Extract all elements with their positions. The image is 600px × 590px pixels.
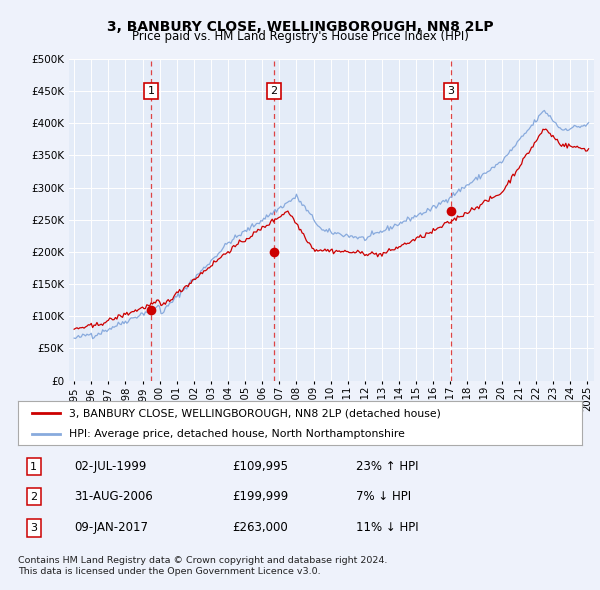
- Text: Price paid vs. HM Land Registry's House Price Index (HPI): Price paid vs. HM Land Registry's House …: [131, 30, 469, 43]
- Text: 31-AUG-2006: 31-AUG-2006: [74, 490, 153, 503]
- Text: 3, BANBURY CLOSE, WELLINGBOROUGH, NN8 2LP: 3, BANBURY CLOSE, WELLINGBOROUGH, NN8 2L…: [107, 19, 493, 34]
- Text: Contains HM Land Registry data © Crown copyright and database right 2024.: Contains HM Land Registry data © Crown c…: [18, 556, 388, 565]
- Text: 2: 2: [30, 492, 37, 502]
- Text: 1: 1: [30, 462, 37, 471]
- Text: 23% ↑ HPI: 23% ↑ HPI: [356, 460, 419, 473]
- Text: HPI: Average price, detached house, North Northamptonshire: HPI: Average price, detached house, Nort…: [69, 428, 404, 438]
- Text: 2: 2: [270, 86, 277, 96]
- Text: 7% ↓ HPI: 7% ↓ HPI: [356, 490, 412, 503]
- Text: £263,000: £263,000: [232, 522, 288, 535]
- Text: 1: 1: [148, 86, 155, 96]
- Text: £109,995: £109,995: [232, 460, 289, 473]
- Text: This data is licensed under the Open Government Licence v3.0.: This data is licensed under the Open Gov…: [18, 566, 320, 576]
- Text: 3: 3: [30, 523, 37, 533]
- Text: 09-JAN-2017: 09-JAN-2017: [74, 522, 148, 535]
- Text: £199,999: £199,999: [232, 490, 289, 503]
- Text: 11% ↓ HPI: 11% ↓ HPI: [356, 522, 419, 535]
- Text: 3: 3: [448, 86, 454, 96]
- Text: 02-JUL-1999: 02-JUL-1999: [74, 460, 147, 473]
- Text: 3, BANBURY CLOSE, WELLINGBOROUGH, NN8 2LP (detached house): 3, BANBURY CLOSE, WELLINGBOROUGH, NN8 2L…: [69, 408, 440, 418]
